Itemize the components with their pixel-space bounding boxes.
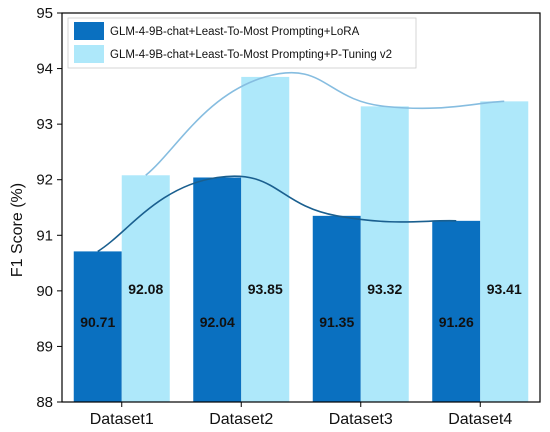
data-labels: 90.71 92.08 92.04 93.85 91.35 93.32 91.26 93.41 bbox=[80, 281, 522, 330]
data-label-dataset1-series2: 92.08 bbox=[128, 281, 163, 297]
legend-box bbox=[67, 17, 417, 69]
bar-dataset4-series1 bbox=[432, 220, 481, 402]
trend-line-series1 bbox=[97, 175, 457, 253]
data-label-dataset4-series1: 91.26 bbox=[439, 314, 474, 330]
bar-dataset3-series1 bbox=[312, 215, 361, 402]
bar-dataset3-series2 bbox=[360, 106, 409, 403]
bar-dataset2-series2 bbox=[241, 76, 290, 403]
y-tick-label-95: 95 bbox=[36, 5, 53, 22]
plot-frame bbox=[61, 12, 541, 403]
data-label-dataset4-series2: 93.41 bbox=[487, 281, 522, 297]
legend: GLM-4-9B-chat+Least-To-Most Prompting+Lo… bbox=[67, 17, 417, 69]
y-tick-label-91: 91 bbox=[36, 227, 53, 244]
x-axis-ticks: Dataset1 Dataset2 Dataset3 Dataset4 bbox=[90, 402, 512, 428]
x-tick-label-dataset4: Dataset4 bbox=[448, 411, 512, 428]
trend-lines bbox=[97, 71, 505, 253]
data-label-dataset1-series1: 90.71 bbox=[80, 314, 115, 330]
trend-line-series2 bbox=[145, 71, 505, 176]
y-axis-ticks: 88 89 90 91 92 93 94 95 bbox=[36, 5, 62, 411]
bar-dataset4-series2 bbox=[480, 101, 529, 402]
legend-label-lora: GLM-4-9B-chat+Least-To-Most Prompting+Lo… bbox=[110, 26, 360, 38]
x-tick-label-dataset2: Dataset2 bbox=[209, 411, 273, 428]
x-tick-label-dataset3: Dataset3 bbox=[329, 411, 393, 428]
y-tick-label-93: 93 bbox=[36, 116, 53, 133]
y-tick-label-89: 89 bbox=[36, 338, 53, 355]
y-axis-label: F1 Score (%) bbox=[9, 183, 26, 277]
data-label-dataset2-series2: 93.85 bbox=[248, 281, 283, 297]
y-tick-label-88: 88 bbox=[36, 394, 53, 411]
y-tick-label-92: 92 bbox=[36, 172, 53, 189]
bar-group bbox=[73, 76, 529, 403]
legend-swatch-ptuning bbox=[74, 45, 104, 63]
y-tick-label-94: 94 bbox=[36, 61, 53, 78]
y-tick-label-90: 90 bbox=[36, 283, 53, 300]
bar-dataset2-series1 bbox=[193, 177, 242, 402]
data-label-dataset2-series1: 92.04 bbox=[200, 314, 235, 330]
legend-swatch-lora bbox=[74, 22, 104, 40]
bar-dataset1-series2 bbox=[121, 175, 170, 402]
data-label-dataset3-series1: 91.35 bbox=[319, 314, 354, 330]
bar-dataset1-series1 bbox=[73, 251, 122, 402]
legend-label-ptuning: GLM-4-9B-chat+Least-To-Most Prompting+P-… bbox=[110, 49, 392, 61]
x-tick-label-dataset1: Dataset1 bbox=[90, 411, 154, 428]
data-label-dataset3-series2: 93.32 bbox=[367, 281, 402, 297]
